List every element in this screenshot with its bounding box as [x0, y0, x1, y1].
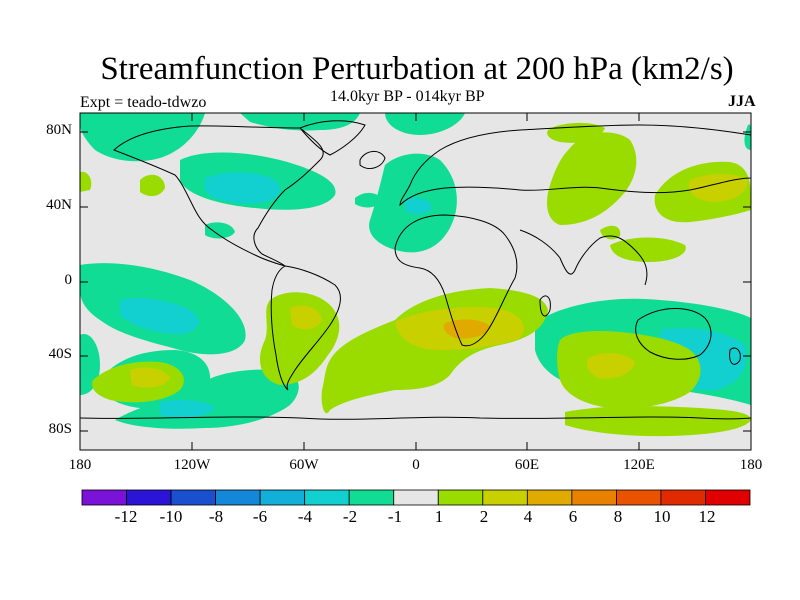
colorbar-swatch [437, 489, 484, 506]
lat-label-0: 0 [64, 272, 73, 288]
colorbar-swatch [571, 489, 617, 506]
lon-label-60w: 60W [289, 457, 319, 473]
colorbar-swatch [705, 489, 751, 506]
colorbar-swatch [393, 489, 439, 506]
colorbar-swatch [259, 489, 306, 506]
positive-contours [80, 122, 751, 437]
colorbar-label: 2 [479, 507, 489, 526]
colorbar-swatch [170, 489, 217, 506]
colorbar-swatch [81, 489, 127, 506]
lon-label-60e: 60E [514, 457, 540, 473]
colorbar-label: -10 [159, 507, 183, 526]
colorbar-swatch [482, 489, 528, 506]
colorbar-label: 4 [523, 507, 533, 526]
colorbar-label: -4 [297, 507, 313, 526]
colorbar-label: 12 [698, 507, 716, 526]
lat-label-40n: 40N [46, 197, 72, 213]
season-label: JJA [728, 93, 756, 110]
colorbar-swatch [126, 489, 172, 506]
colorbar-label: 1 [434, 507, 444, 526]
colorbar-swatch [215, 489, 261, 506]
lat-label-80n: 80N [46, 122, 72, 138]
lat-label-80s: 80S [48, 421, 72, 437]
coastlines [80, 120, 751, 420]
lon-label-120e: 120E [623, 457, 655, 473]
contour-fields [80, 113, 751, 437]
colorbar-label: 10 [653, 507, 671, 526]
colorbar-label: -8 [208, 507, 224, 526]
time-period-subtitle: 14.0kyr BP - 014kyr BP [330, 88, 485, 105]
experiment-label: Expt = teado-tdwzo [80, 94, 207, 111]
axis-ticks [79, 113, 752, 450]
colorbar-label: -6 [252, 507, 268, 526]
colorbar-label: -2 [342, 507, 358, 526]
lon-label-0: 0 [412, 457, 420, 473]
colorbar [81, 489, 751, 506]
colorbar-label: -1 [387, 507, 403, 526]
colorbar-swatch [348, 489, 395, 506]
positive-cores [130, 174, 748, 388]
lon-label-180w: 180 [68, 457, 92, 473]
colorbar-swatch [526, 489, 573, 506]
colorbar-label: 6 [568, 507, 578, 526]
lon-label-180e: 180 [739, 457, 763, 473]
colorbar-swatch [304, 489, 350, 506]
colorbar-swatch [660, 489, 706, 506]
colorbar-label: -12 [114, 507, 138, 526]
lon-label-120w: 120W [173, 457, 211, 473]
colorbar-swatch [616, 489, 662, 506]
chart-title: Streamfunction Perturbation at 200 hPa (… [100, 51, 734, 87]
positive-peak [443, 319, 490, 339]
colorbar-label: 8 [613, 507, 623, 526]
lat-label-40s: 40S [48, 346, 72, 362]
